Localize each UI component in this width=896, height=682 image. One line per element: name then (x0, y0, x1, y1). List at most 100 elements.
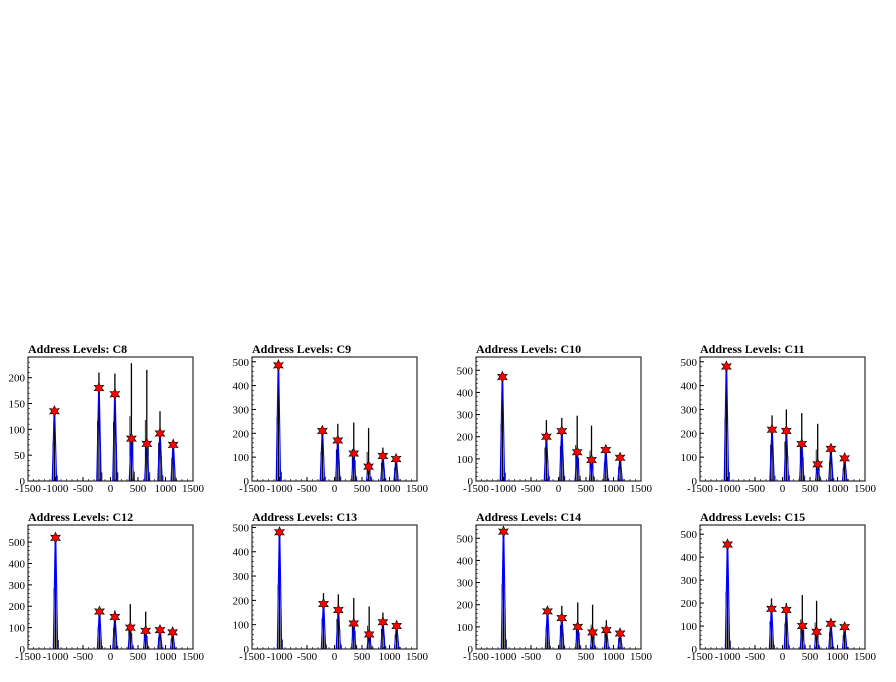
chart-svg: 0 100 200 300 400 500 -1500 -1000 -500 0 500 1000 15… (681, 356, 877, 495)
chart-title: Address Levels: C14 (476, 510, 582, 524)
x-tick-label: -500 (521, 651, 542, 663)
x-tick-label: -1000 (43, 483, 69, 495)
y-tick-label: 100 (9, 424, 26, 436)
peak (811, 600, 823, 650)
peak-marker-icon (556, 424, 568, 438)
y-tick-label: 400 (457, 387, 474, 399)
y-tick-label: 100 (233, 452, 250, 464)
y-tick-label: 300 (233, 571, 250, 583)
peak (93, 372, 105, 482)
chart-title: Address Levels: C10 (476, 342, 582, 356)
peak (348, 422, 360, 482)
y-tick-label: 300 (457, 410, 474, 422)
peak-marker-icon (272, 359, 284, 372)
x-tick-label: 500 (130, 651, 147, 663)
x-tick-label: 0 (332, 483, 338, 495)
x-tick-label: 1000 (379, 651, 402, 663)
peak (586, 425, 597, 482)
peak (272, 359, 284, 482)
peak-marker-icon (572, 620, 584, 634)
peak (796, 595, 808, 650)
x-tick-label: 500 (130, 483, 147, 495)
peak (390, 452, 402, 482)
peak (50, 531, 61, 650)
peak (348, 597, 360, 650)
peak (124, 604, 136, 650)
y-tick-label: 500 (9, 537, 26, 549)
peak-marker-icon (348, 617, 360, 630)
y-tick-label: 100 (681, 621, 698, 633)
peak (839, 620, 851, 650)
x-tick-label: -1500 (15, 651, 41, 663)
peak-marker-icon (363, 460, 375, 473)
peak-marker-icon (542, 605, 553, 618)
peak (722, 538, 733, 650)
peak (556, 417, 568, 482)
peak (332, 423, 344, 482)
y-tick-label: 200 (9, 373, 26, 385)
peak (125, 363, 137, 482)
chart-svg: 0 100 200 300 400 500 -1500 -1000 -500 0 500 1000 15… (457, 356, 653, 495)
peak-marker-icon (587, 626, 599, 639)
peak (141, 369, 153, 482)
y-tick-label: 200 (681, 428, 698, 440)
peak-marker-icon (377, 616, 389, 629)
x-tick-label: -1000 (715, 651, 741, 663)
peak-marker-icon (140, 624, 152, 638)
x-tick-label: 1000 (155, 483, 178, 495)
peak-marker-icon (154, 427, 166, 440)
x-tick-label: 1500 (854, 651, 877, 663)
chart-panel: Address Levels: C12 0 100 200 300 400 500 -1500… (0, 510, 224, 682)
peak-marker-icon (811, 625, 823, 639)
peak (572, 602, 584, 650)
peak (332, 594, 344, 650)
y-tick-label: 400 (681, 552, 698, 564)
y-tick-label: 200 (233, 428, 250, 440)
peak-marker-icon (556, 611, 568, 625)
peak-marker-icon (540, 430, 552, 443)
y-tick-label: 300 (681, 404, 698, 416)
x-tick-label: -1000 (267, 483, 293, 495)
peak-marker-icon (93, 381, 105, 395)
x-tick-label: -1500 (463, 483, 489, 495)
peak-marker-icon (614, 627, 626, 640)
y-tick-label: 300 (681, 575, 698, 587)
y-tick-label: 400 (9, 558, 26, 570)
peak (94, 605, 105, 650)
x-tick-label: 1500 (630, 651, 653, 663)
plot-frame (251, 524, 418, 650)
y-tick-label: 200 (457, 432, 474, 444)
x-tick-label: 0 (108, 483, 114, 495)
peak (614, 451, 626, 482)
x-tick-label: -500 (745, 483, 766, 495)
y-tick-label: 100 (681, 452, 698, 464)
y-tick-label: 300 (233, 404, 250, 416)
chart-panel: Address Levels: C8 0 50 100 150 200 -1500 -1000… (0, 342, 224, 514)
peak (825, 442, 837, 482)
peak (154, 411, 166, 482)
peak-marker-icon (391, 619, 403, 633)
x-tick-label: 0 (556, 483, 562, 495)
x-tick-label: 0 (780, 651, 786, 663)
peak (587, 604, 599, 650)
peak (140, 611, 152, 650)
x-tick-label: 0 (780, 483, 786, 495)
chart-title: Address Levels: C12 (28, 510, 134, 524)
y-tick-label: 500 (681, 529, 698, 541)
peak-marker-icon (167, 438, 179, 452)
x-tick-label: 1500 (182, 651, 205, 663)
x-tick-label: 500 (354, 483, 371, 495)
peak (780, 603, 792, 650)
peak (780, 409, 792, 482)
x-tick-label: 1000 (603, 483, 626, 495)
chart-panel: Address Levels: C13 0 100 200 300 400 500 -1500… (224, 510, 448, 682)
x-tick-label: 500 (578, 651, 595, 663)
y-tick-label: 0 (692, 476, 698, 488)
x-tick-label: 1500 (854, 483, 877, 495)
y-tick-label: 500 (681, 357, 698, 369)
peak-marker-icon (94, 605, 105, 618)
y-tick-label: 100 (457, 622, 474, 634)
peak (812, 423, 824, 482)
peak-marker-icon (571, 445, 583, 459)
